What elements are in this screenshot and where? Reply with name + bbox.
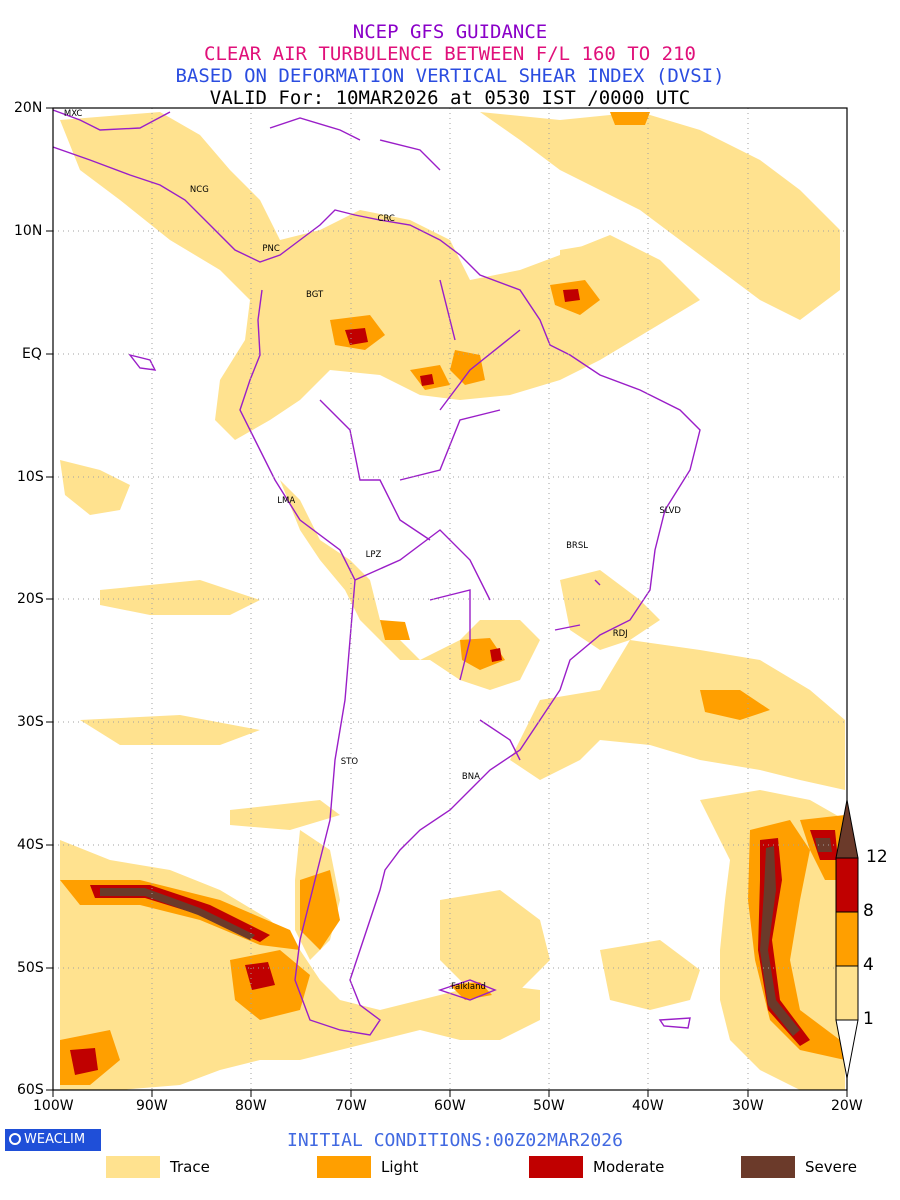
legend-swatch-trace bbox=[106, 1156, 160, 1178]
lat-label: EQ bbox=[22, 346, 42, 362]
map-field bbox=[53, 108, 847, 1090]
title-line-2: CLEAR AIR TURBULENCE BETWEEN F/L 160 TO … bbox=[204, 43, 696, 65]
colorbar-label: 1 bbox=[863, 1009, 874, 1029]
city-label-lpz: LPZ bbox=[365, 550, 382, 561]
title-line-4: VALID For: 10MAR2026 at 0530 IST /0000 U… bbox=[209, 87, 691, 109]
city-label-brsl: BRSL bbox=[566, 541, 588, 552]
logo-text: WEACLIM bbox=[24, 1132, 86, 1147]
graticule bbox=[53, 108, 847, 1090]
turbulence-trace-areas bbox=[60, 112, 845, 1090]
legend-label-severe: Severe bbox=[805, 1158, 857, 1176]
lon-label: 70W bbox=[335, 1098, 367, 1114]
city-label-lma: LMA bbox=[277, 496, 296, 507]
colorbar bbox=[835, 799, 859, 1079]
initial-conditions: INITIAL CONDITIONS:00Z02MAR2026 bbox=[287, 1130, 623, 1151]
legend-label-moderate: Moderate bbox=[593, 1158, 665, 1176]
city-label-bgt: BGT bbox=[306, 289, 324, 300]
lon-label: 20W bbox=[831, 1098, 863, 1114]
lon-label: 50W bbox=[533, 1098, 565, 1114]
lon-label: 60W bbox=[434, 1098, 466, 1114]
city-label-sto: STO bbox=[340, 757, 359, 768]
lat-label: 50S bbox=[17, 960, 44, 976]
tick-marks bbox=[46, 107, 848, 1097]
weaclim-logo: WEACLIM bbox=[5, 1129, 101, 1151]
coastlines bbox=[53, 109, 701, 1036]
city-label-crc: CRC bbox=[377, 213, 395, 224]
lon-label: 100W bbox=[33, 1098, 74, 1114]
lon-label: 90W bbox=[136, 1098, 168, 1114]
city-label-pnc: PNC bbox=[262, 244, 280, 255]
lon-label: 30W bbox=[732, 1098, 764, 1114]
colorbar-segment-moderate bbox=[835, 857, 859, 913]
city-label-slvd: SLVD bbox=[659, 505, 681, 516]
city-label-mxc: MXC bbox=[63, 109, 83, 120]
legend-swatch-moderate bbox=[529, 1156, 583, 1178]
city-label-ncg: NCG bbox=[189, 185, 209, 196]
lat-label: 60S bbox=[17, 1082, 44, 1098]
legend-swatch-light bbox=[317, 1156, 371, 1178]
lat-label: 10N bbox=[14, 223, 43, 239]
title-line-3: BASED ON DEFORMATION VERTICAL SHEAR INDE… bbox=[175, 65, 725, 87]
colorbar-label: 4 bbox=[863, 955, 874, 975]
logo-ring-icon bbox=[9, 1132, 21, 1145]
legend-swatch-severe bbox=[741, 1156, 795, 1178]
city-label-bna: BNA bbox=[461, 772, 480, 783]
colorbar-label: 12 bbox=[866, 847, 888, 867]
legend-label-trace: Trace bbox=[170, 1158, 210, 1176]
legend-label-light: Light bbox=[381, 1158, 419, 1176]
colorbar-segment-severe bbox=[835, 799, 859, 859]
lat-label: 20N bbox=[14, 100, 43, 116]
lon-label: 40W bbox=[632, 1098, 664, 1114]
colorbar-label: 8 bbox=[863, 901, 874, 921]
lat-label: 30S bbox=[17, 714, 44, 730]
lat-label: 10S bbox=[17, 469, 44, 485]
lon-label: 80W bbox=[235, 1098, 267, 1114]
city-label-falkland: Falkland bbox=[450, 982, 486, 993]
city-label-rdj: RDJ bbox=[612, 628, 628, 639]
colorbar-segment-light bbox=[835, 911, 859, 967]
colorbar-segment-trace bbox=[835, 965, 859, 1021]
title-line-1: NCEP GFS GUIDANCE bbox=[352, 21, 548, 43]
lat-label: 20S bbox=[17, 591, 44, 607]
lat-label: 40S bbox=[17, 837, 44, 853]
